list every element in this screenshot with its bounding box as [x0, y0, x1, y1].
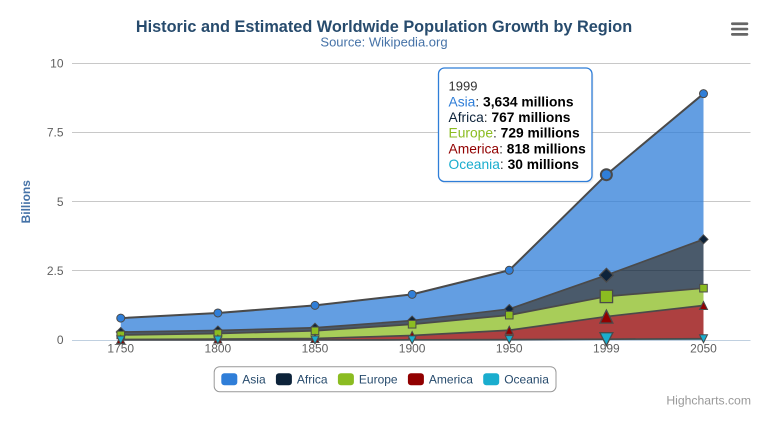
svg-text:2050: 2050 [690, 342, 717, 356]
svg-text:Europe: Europe [359, 372, 398, 386]
svg-text:1800: 1800 [205, 342, 232, 356]
svg-text:Source: Wikipedia.org: Source: Wikipedia.org [320, 35, 447, 50]
svg-text:Historic and Estimated Worldwi: Historic and Estimated Worldwide Populat… [136, 18, 632, 36]
svg-text:Africa: 767 millions: Africa: 767 millions [449, 110, 571, 125]
svg-text:Asia: Asia [242, 372, 266, 386]
svg-text:Africa: Africa [297, 372, 328, 386]
svg-text:Billions: Billions [19, 180, 33, 224]
svg-text:Europe: 729 millions: Europe: 729 millions [449, 126, 580, 141]
svg-text:America: 818 millions: America: 818 millions [449, 141, 587, 156]
svg-text:1900: 1900 [399, 342, 426, 356]
svg-text:Asia: 3,634 millions: Asia: 3,634 millions [449, 94, 574, 109]
svg-text:America: America [429, 372, 473, 386]
svg-text:1999: 1999 [449, 79, 478, 94]
svg-text:Oceania: Oceania [504, 372, 549, 386]
svg-text:7.5: 7.5 [47, 126, 64, 140]
svg-text:10: 10 [50, 57, 64, 71]
svg-text:1950: 1950 [496, 342, 523, 356]
svg-text:Highcharts.com: Highcharts.com [666, 394, 751, 408]
svg-text:Oceania: 30 millions: Oceania: 30 millions [449, 157, 580, 172]
svg-text:1850: 1850 [302, 342, 329, 356]
svg-text:2.5: 2.5 [47, 264, 64, 278]
svg-text:1750: 1750 [107, 342, 134, 356]
svg-text:1999: 1999 [593, 342, 620, 356]
svg-text:0: 0 [57, 333, 64, 347]
svg-text:5: 5 [57, 195, 64, 209]
